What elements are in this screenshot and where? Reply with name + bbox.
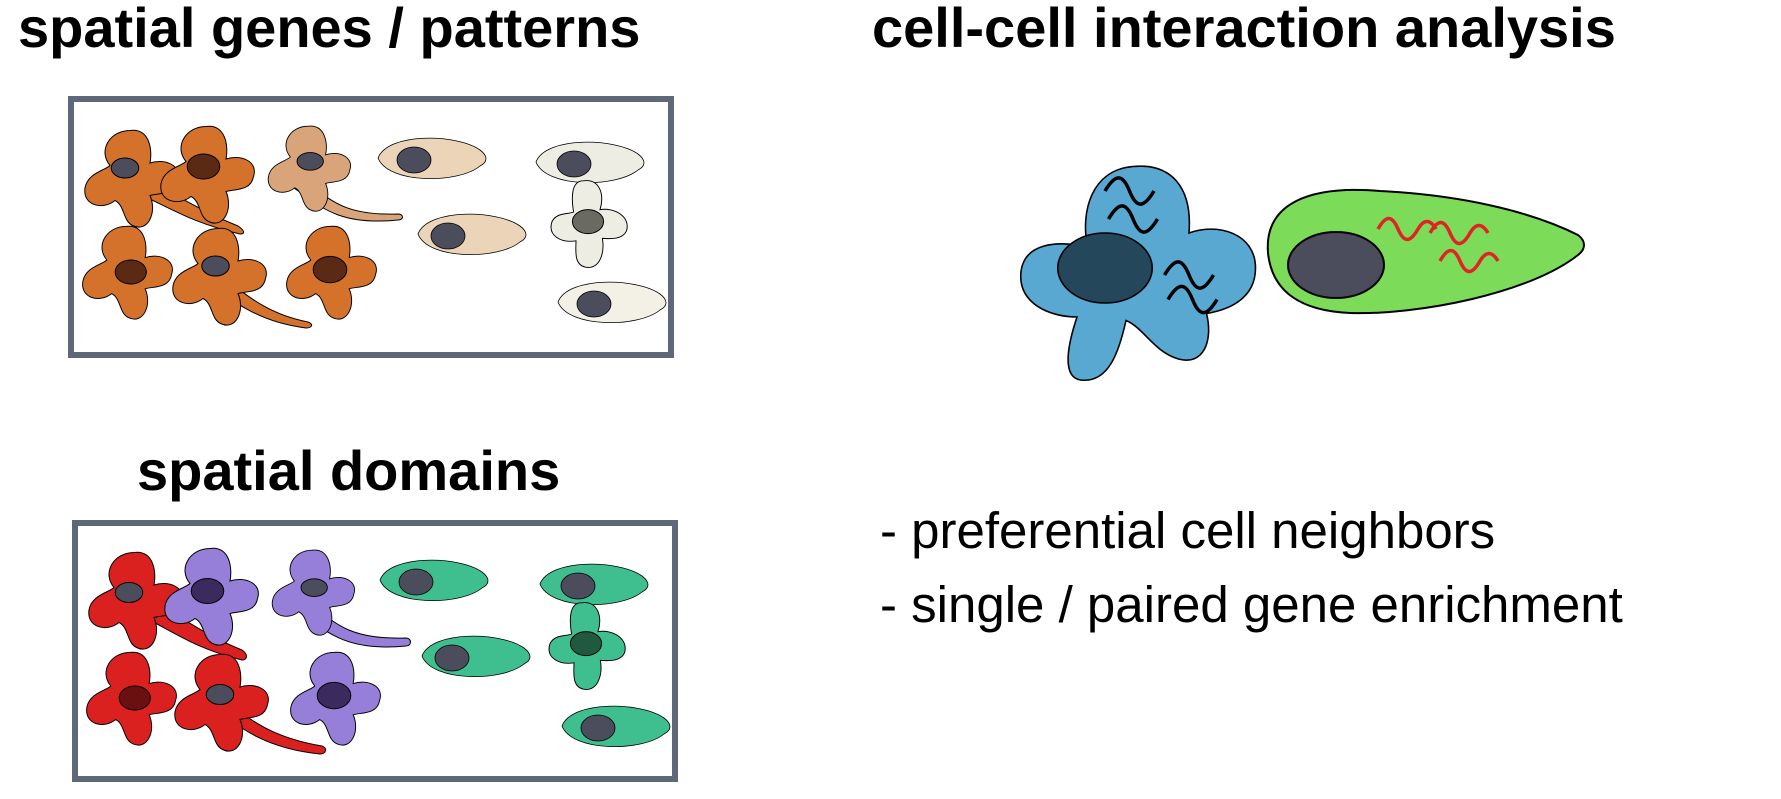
cell: [561, 705, 671, 748]
spatial-genes-illustration: [68, 96, 674, 358]
cell: [164, 547, 259, 646]
bullet-gene-enrichment: - single / paired gene enrichment: [880, 576, 1623, 633]
cell: [535, 141, 645, 184]
cell: [160, 125, 255, 224]
cell: [550, 179, 628, 269]
cell: [285, 225, 378, 320]
blue-cell: [1020, 165, 1257, 381]
cell: [81, 225, 174, 320]
cell: [548, 601, 626, 691]
cell: [539, 563, 649, 606]
cell: [289, 651, 382, 746]
cell: [267, 125, 352, 212]
cell: [417, 213, 527, 256]
bullet-preferential-neighbors: - preferential cell neighbors: [880, 502, 1496, 559]
cell: [88, 551, 183, 650]
cell: [377, 137, 487, 180]
green-cell: [1266, 188, 1585, 315]
cell: [84, 129, 179, 228]
cell: [174, 653, 269, 752]
cell: [172, 227, 267, 326]
cell: [85, 651, 178, 746]
cell-cell-interaction-title: cell-cell interaction analysis: [872, 0, 1616, 59]
cell: [557, 281, 667, 324]
spatial-domains-illustration: [72, 520, 678, 782]
spatial-genes-title: spatial genes / patterns: [18, 0, 641, 59]
cell: [421, 635, 531, 678]
spatial-domains-title: spatial domains: [137, 439, 561, 502]
cell: [379, 559, 489, 602]
cell: [271, 549, 356, 636]
interacting-cells-illustration: [1020, 165, 1585, 381]
